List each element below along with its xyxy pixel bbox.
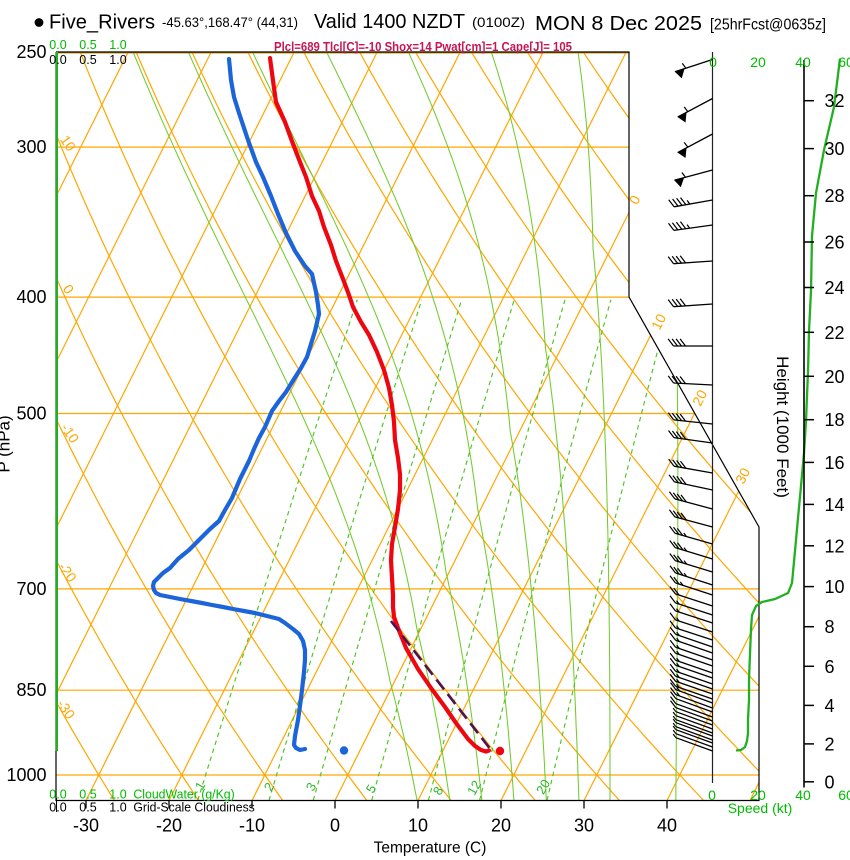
svg-text:6: 6: [825, 657, 835, 677]
svg-text:0: 0: [825, 772, 835, 792]
svg-text:0.5: 0.5: [79, 38, 96, 52]
svg-text:Valid 1400 NZDT: Valid 1400 NZDT: [314, 10, 465, 33]
svg-text:-10: -10: [239, 816, 265, 836]
svg-text:2: 2: [825, 734, 835, 754]
svg-text:14: 14: [825, 495, 845, 515]
svg-text:0.5: 0.5: [79, 53, 96, 67]
svg-text:20: 20: [533, 777, 553, 797]
svg-text:28: 28: [825, 186, 845, 206]
svg-text:16: 16: [825, 453, 845, 473]
svg-text:20: 20: [825, 367, 845, 387]
svg-text:40: 40: [657, 816, 677, 836]
svg-text:60: 60: [838, 787, 850, 803]
svg-text:MON 8 Dec 2025: MON 8 Dec 2025: [535, 12, 702, 35]
svg-text:4: 4: [825, 696, 835, 716]
svg-text:0.5: 0.5: [79, 788, 96, 802]
svg-text:0: 0: [626, 192, 644, 206]
svg-text:-10: -10: [58, 420, 83, 446]
svg-text:1000: 1000: [6, 765, 46, 785]
svg-text:10: 10: [825, 577, 845, 597]
svg-text:0.0: 0.0: [49, 801, 66, 815]
svg-text:5: 5: [363, 782, 380, 796]
svg-text:1.0: 1.0: [109, 801, 126, 815]
svg-text:40: 40: [795, 787, 811, 803]
svg-text:[25hrFcst@0635z]: [25hrFcst@0635z]: [710, 17, 826, 34]
svg-text:-45.63°,168.47° (44,31): -45.63°,168.47° (44,31): [162, 15, 298, 31]
svg-text:(0100Z): (0100Z): [472, 15, 525, 31]
svg-text:8: 8: [430, 784, 447, 798]
svg-text:30: 30: [574, 816, 594, 836]
svg-text:0: 0: [60, 281, 78, 297]
svg-text:3: 3: [303, 780, 320, 794]
svg-text:20: 20: [689, 387, 710, 408]
svg-text:Plcl=689 Tlcl[C]=-10 Shox=14 P: Plcl=689 Tlcl[C]=-10 Shox=14 Pwat[cm]=1 …: [274, 39, 572, 54]
svg-text:26: 26: [825, 233, 845, 253]
svg-text:1.0: 1.0: [109, 53, 126, 67]
svg-text:40: 40: [795, 54, 811, 70]
svg-text:24: 24: [825, 278, 845, 298]
svg-text:0.0: 0.0: [49, 788, 66, 802]
svg-text:0: 0: [708, 787, 716, 803]
svg-text:-30: -30: [73, 816, 99, 836]
svg-text:8: 8: [825, 617, 835, 637]
svg-text:12: 12: [825, 536, 845, 556]
svg-text:0: 0: [709, 54, 717, 70]
svg-text:0.0: 0.0: [49, 38, 66, 52]
svg-text:12: 12: [464, 778, 484, 798]
svg-text:60: 60: [838, 54, 850, 70]
svg-text:0.5: 0.5: [79, 801, 96, 815]
svg-text:P (hPa): P (hPa): [0, 415, 14, 472]
svg-text:18: 18: [825, 410, 845, 430]
svg-text:500: 500: [16, 404, 46, 424]
svg-text:Grid-Scale Cloudiness: Grid-Scale Cloudiness: [133, 800, 255, 815]
svg-text:CloudWater (g/Kg): CloudWater (g/Kg): [133, 787, 234, 802]
svg-text:-20: -20: [55, 559, 80, 585]
svg-text:700: 700: [16, 579, 46, 599]
svg-text:30: 30: [732, 465, 753, 486]
svg-text:20: 20: [750, 787, 766, 803]
svg-text:850: 850: [16, 680, 46, 700]
svg-text:20: 20: [491, 816, 511, 836]
svg-text:300: 300: [16, 137, 46, 157]
svg-text:400: 400: [16, 287, 46, 307]
svg-text:10: 10: [408, 816, 428, 836]
svg-text:30: 30: [825, 139, 845, 159]
svg-text:-20: -20: [156, 816, 182, 836]
svg-text:32: 32: [825, 91, 845, 111]
svg-text:0.0: 0.0: [49, 53, 66, 67]
svg-text:1.0: 1.0: [109, 788, 126, 802]
svg-text:10: 10: [648, 311, 669, 332]
svg-text:250: 250: [16, 42, 46, 62]
svg-text:22: 22: [825, 323, 845, 343]
svg-text:Temperature (C): Temperature (C): [374, 840, 487, 857]
svg-text:Height (1000 Feet): Height (1000 Feet): [773, 356, 792, 498]
svg-text:0: 0: [330, 816, 340, 836]
svg-text:Speed (kt): Speed (kt): [728, 800, 793, 816]
svg-text:10: 10: [57, 132, 79, 154]
svg-text:20: 20: [750, 54, 766, 70]
svg-text:Five_Rivers: Five_Rivers: [49, 11, 155, 34]
svg-text:1.0: 1.0: [109, 38, 126, 52]
